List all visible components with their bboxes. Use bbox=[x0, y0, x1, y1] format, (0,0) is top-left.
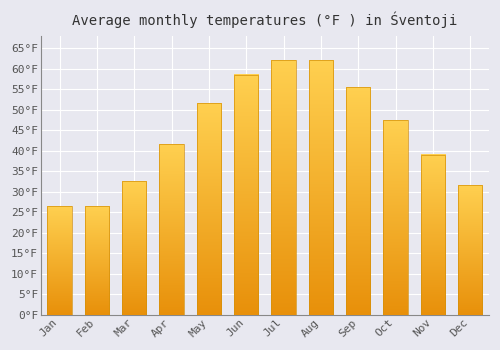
Bar bbox=[458, 186, 482, 315]
Bar bbox=[122, 181, 146, 315]
Bar bbox=[85, 206, 109, 315]
Bar bbox=[272, 60, 295, 315]
Bar bbox=[234, 75, 258, 315]
Title: Average monthly temperatures (°F ) in Śventoji: Average monthly temperatures (°F ) in Śv… bbox=[72, 11, 458, 28]
Bar bbox=[309, 60, 333, 315]
Bar bbox=[48, 206, 72, 315]
Bar bbox=[384, 120, 407, 315]
Bar bbox=[421, 155, 445, 315]
Bar bbox=[346, 87, 370, 315]
Bar bbox=[197, 103, 221, 315]
Bar bbox=[160, 145, 184, 315]
